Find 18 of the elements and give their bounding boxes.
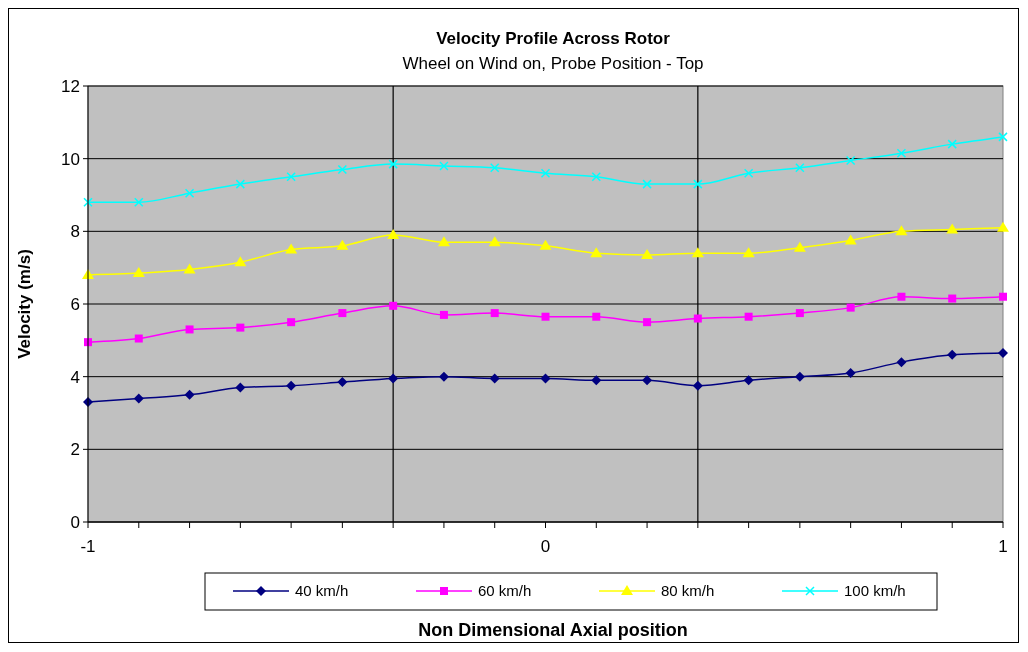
y-tick-label: 12: [61, 76, 80, 96]
y-tick-label: 10: [61, 149, 80, 169]
legend-label: 60 km/h: [478, 582, 532, 600]
x-axis-title: Non Dimensional Axial position: [418, 620, 688, 640]
x-tick-label: -1: [80, 537, 96, 556]
y-tick-label: 0: [70, 512, 80, 532]
x-tick-label: 0: [540, 537, 551, 556]
legend-label: 100 km/h: [844, 582, 906, 600]
y-tick-label: 8: [70, 222, 80, 242]
x-tick-label: 1: [998, 537, 1008, 556]
y-tick-label: 4: [70, 367, 80, 387]
y-tick-label: 6: [70, 294, 80, 314]
y-tick-label: 2: [70, 440, 80, 460]
chart-subtitle: Wheel on Wind on, Probe Position - Top: [402, 54, 704, 73]
legend-label: 40 km/h: [295, 582, 349, 600]
chart-title: Velocity Profile Across Rotor: [436, 29, 671, 48]
y-axis-title: Velocity (m/s): [15, 249, 34, 359]
legend-label: 80 km/h: [661, 582, 715, 600]
